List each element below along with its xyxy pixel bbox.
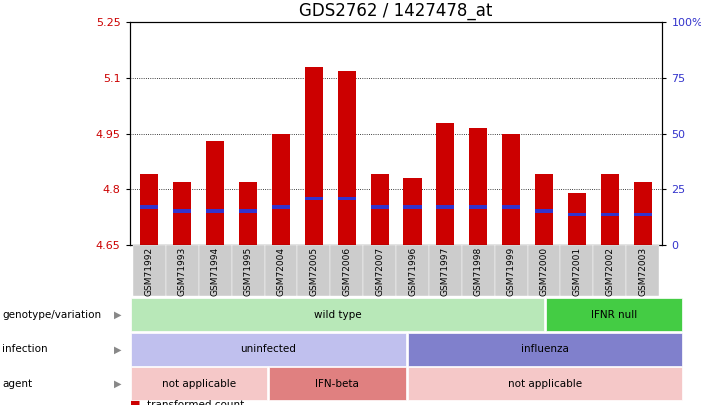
Text: infection: infection: [2, 344, 48, 354]
Text: GSM72007: GSM72007: [375, 247, 384, 296]
Text: transformed count: transformed count: [147, 400, 245, 405]
Bar: [371, 205, 388, 209]
Bar: [469, 128, 487, 245]
Text: ■: ■: [130, 400, 140, 405]
Bar: [396, 245, 429, 296]
Bar: [305, 67, 323, 245]
Text: not applicable: not applicable: [508, 379, 582, 389]
Bar: [239, 182, 257, 245]
Text: GSM72002: GSM72002: [606, 247, 614, 296]
Bar: [338, 197, 356, 200]
Text: GSM71997: GSM71997: [441, 247, 450, 296]
Bar: [371, 175, 388, 245]
Text: IFNR null: IFNR null: [591, 310, 637, 320]
Bar: [140, 175, 158, 245]
Text: GSM72003: GSM72003: [638, 247, 647, 296]
Text: ▶: ▶: [114, 379, 121, 389]
Text: agent: agent: [2, 379, 32, 389]
Bar: [535, 209, 553, 213]
Bar: [206, 141, 224, 245]
Text: GSM72006: GSM72006: [342, 247, 351, 296]
Bar: [462, 245, 495, 296]
Text: uninfected: uninfected: [240, 344, 296, 354]
Bar: [404, 178, 421, 245]
Text: GSM71992: GSM71992: [145, 247, 154, 296]
Bar: [404, 205, 421, 209]
Bar: [338, 70, 356, 245]
Bar: [561, 245, 593, 296]
Text: ▶: ▶: [114, 344, 121, 354]
Text: GSM71999: GSM71999: [507, 247, 516, 296]
Bar: [140, 205, 158, 209]
Text: genotype/variation: genotype/variation: [2, 310, 101, 320]
Bar: [535, 175, 553, 245]
Bar: [568, 213, 586, 216]
Text: wild type: wild type: [313, 310, 361, 320]
Text: GSM72005: GSM72005: [309, 247, 318, 296]
Bar: [495, 245, 528, 296]
Bar: [297, 245, 330, 296]
Bar: [231, 245, 264, 296]
Bar: [173, 182, 191, 245]
Text: GSM72004: GSM72004: [276, 247, 285, 296]
Bar: [272, 205, 290, 209]
Bar: [469, 205, 487, 209]
Text: GSM72001: GSM72001: [573, 247, 581, 296]
Bar: [429, 245, 462, 296]
Bar: [593, 245, 626, 296]
Bar: [436, 123, 454, 245]
Text: GSM72000: GSM72000: [540, 247, 549, 296]
Text: influenza: influenza: [521, 344, 569, 354]
Bar: [502, 205, 520, 209]
Bar: [239, 209, 257, 213]
Bar: [363, 245, 396, 296]
Title: GDS2762 / 1427478_at: GDS2762 / 1427478_at: [299, 2, 493, 19]
Text: GSM71993: GSM71993: [178, 247, 186, 296]
Bar: [272, 134, 290, 245]
Bar: [568, 193, 586, 245]
Text: GSM71998: GSM71998: [474, 247, 483, 296]
Text: GSM71994: GSM71994: [211, 247, 219, 296]
Bar: [528, 245, 561, 296]
Bar: [330, 245, 363, 296]
Bar: [436, 205, 454, 209]
Bar: [502, 134, 520, 245]
Bar: [199, 245, 231, 296]
Text: IFN-beta: IFN-beta: [315, 379, 360, 389]
Bar: [166, 245, 199, 296]
Bar: [133, 245, 166, 296]
Bar: [634, 213, 652, 216]
Bar: [601, 213, 619, 216]
Text: not applicable: not applicable: [162, 379, 236, 389]
Bar: [264, 245, 297, 296]
Bar: [206, 209, 224, 213]
Bar: [626, 245, 659, 296]
Text: GSM71995: GSM71995: [243, 247, 252, 296]
Bar: [305, 197, 323, 200]
Bar: [634, 182, 652, 245]
Bar: [173, 209, 191, 213]
Text: ▶: ▶: [114, 310, 121, 320]
Bar: [601, 175, 619, 245]
Text: GSM71996: GSM71996: [408, 247, 417, 296]
